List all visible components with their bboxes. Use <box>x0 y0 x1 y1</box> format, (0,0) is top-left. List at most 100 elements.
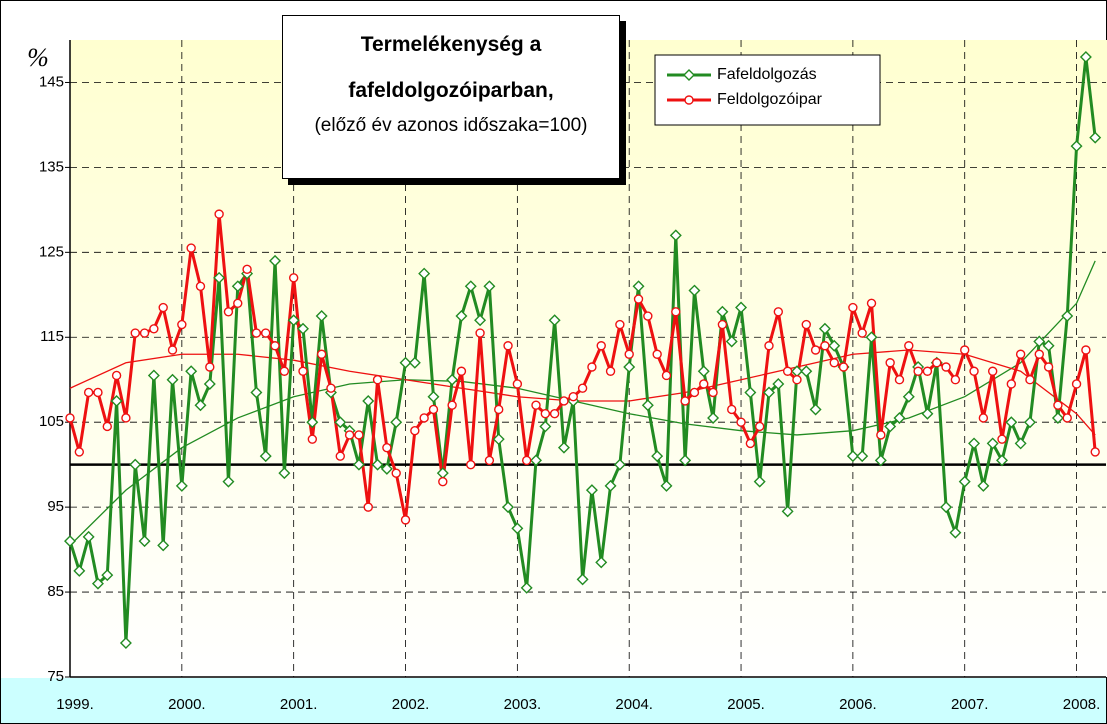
marker <box>801 319 811 330</box>
marker <box>520 581 533 594</box>
marker <box>483 280 496 293</box>
marker <box>633 294 644 304</box>
marker <box>306 416 319 429</box>
marker <box>773 307 784 317</box>
marker <box>874 454 887 467</box>
marker <box>1015 349 1026 359</box>
marker <box>250 386 263 399</box>
marker <box>1006 379 1017 389</box>
marker <box>316 349 327 359</box>
marker <box>297 322 309 335</box>
y-tick-label: 145 <box>39 73 64 90</box>
trendline <box>69 260 1096 546</box>
marker <box>764 341 774 351</box>
marker <box>149 324 159 334</box>
marker <box>585 484 598 497</box>
marker <box>530 454 542 467</box>
marker <box>754 421 765 432</box>
marker <box>223 307 234 317</box>
marker <box>511 522 524 535</box>
marker <box>344 430 355 440</box>
marker <box>717 319 728 330</box>
marker <box>307 434 318 444</box>
marker <box>194 399 207 412</box>
marker <box>1034 349 1044 359</box>
marker <box>884 420 897 433</box>
marker <box>1062 413 1072 423</box>
marker <box>921 407 934 420</box>
marker <box>735 301 748 314</box>
marker <box>828 339 841 352</box>
marker <box>697 365 710 378</box>
marker <box>427 390 440 403</box>
y-tick-label: 95 <box>47 498 64 515</box>
marker <box>932 358 942 368</box>
marker <box>475 328 485 338</box>
marker <box>753 475 766 488</box>
legend-box <box>654 54 881 126</box>
marker <box>716 305 729 318</box>
legend-label: Feldolgozóipar <box>717 91 823 108</box>
marker <box>400 515 411 525</box>
marker <box>455 310 468 323</box>
x-tick-label: 2000. <box>168 696 206 713</box>
marker <box>195 281 206 292</box>
marker <box>287 314 300 327</box>
y-axis-label: % <box>27 43 49 72</box>
marker <box>977 479 990 492</box>
marker <box>269 254 282 267</box>
marker <box>334 416 347 429</box>
marker <box>166 373 179 386</box>
y-tick-label: 135 <box>39 158 64 175</box>
marker <box>1014 437 1027 450</box>
marker <box>866 298 877 308</box>
marker <box>261 328 271 338</box>
marker <box>288 273 299 283</box>
marker <box>922 366 933 376</box>
trendline <box>69 349 1096 436</box>
marker <box>540 409 551 419</box>
marker <box>623 361 636 373</box>
marker <box>902 390 915 403</box>
marker <box>354 430 364 440</box>
marker <box>958 475 971 488</box>
x-tick-label: 2002. <box>392 696 430 713</box>
marker <box>251 328 262 338</box>
marker <box>130 328 140 338</box>
marker <box>399 356 412 369</box>
marker <box>363 502 373 512</box>
marker <box>699 379 709 389</box>
marker <box>494 404 504 415</box>
legend-marker <box>684 95 694 105</box>
marker <box>838 362 849 372</box>
marker <box>335 451 345 461</box>
marker <box>466 459 476 470</box>
marker <box>203 377 216 390</box>
marker <box>539 420 552 433</box>
marker <box>940 501 953 514</box>
marker <box>782 366 793 376</box>
y-tick-label: 105 <box>39 413 64 430</box>
marker <box>158 302 168 313</box>
marker <box>175 479 188 492</box>
marker <box>205 362 215 372</box>
marker <box>885 358 895 368</box>
marker <box>605 366 616 376</box>
marker <box>865 331 878 344</box>
marker <box>233 298 243 308</box>
marker <box>846 450 859 463</box>
marker <box>129 458 142 471</box>
marker <box>1043 362 1054 372</box>
marker <box>186 243 196 253</box>
marker <box>390 416 403 429</box>
marker <box>410 425 420 436</box>
marker <box>810 345 821 355</box>
y-tick-label: 125 <box>39 243 64 260</box>
marker <box>549 409 560 419</box>
marker <box>941 362 951 372</box>
marker <box>102 421 112 432</box>
marker <box>91 577 104 590</box>
y-tick-label: 115 <box>40 328 64 345</box>
marker <box>408 356 421 369</box>
marker <box>763 386 775 399</box>
